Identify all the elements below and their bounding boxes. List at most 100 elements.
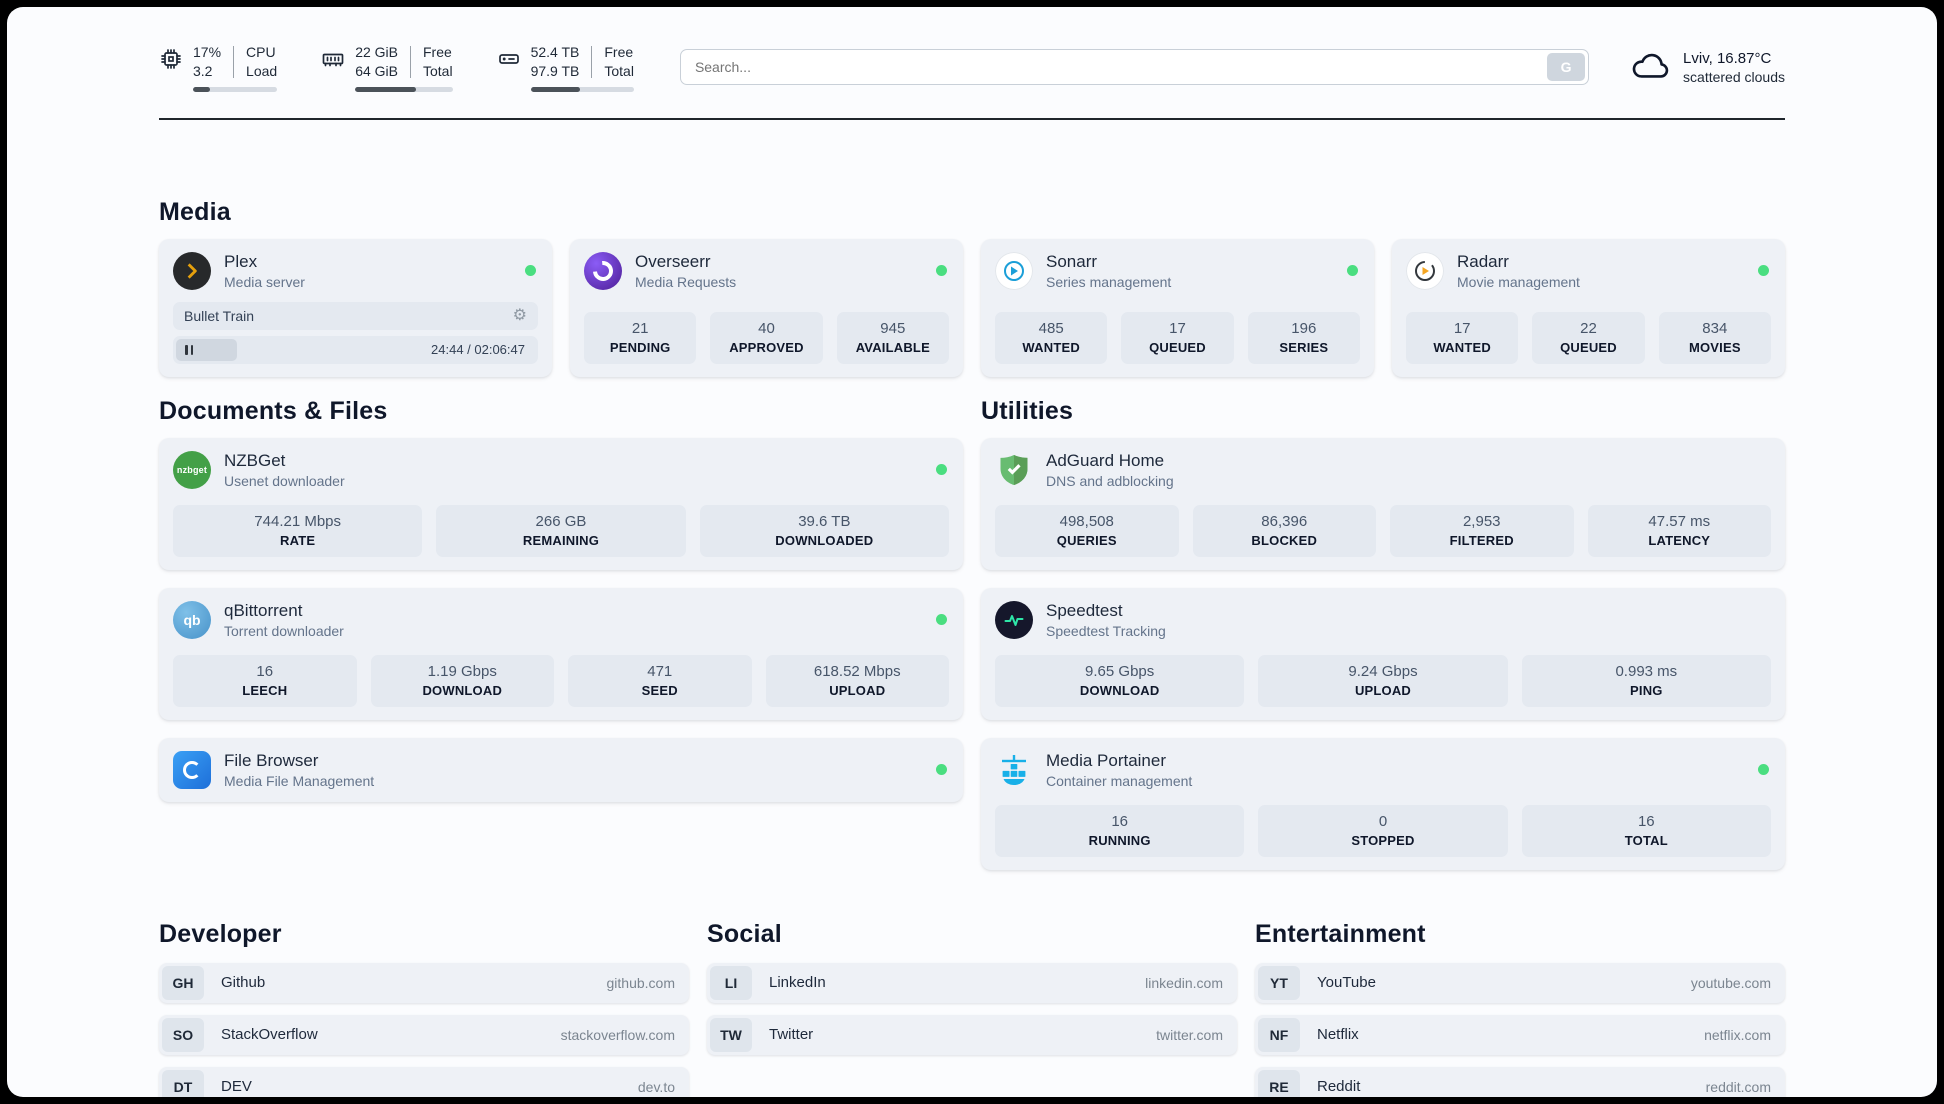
app-card-overseerr[interactable]: Overseerr Media Requests 21 PENDING 40 A… [570, 238, 963, 377]
stat-queued: 22 QUEUED [1532, 311, 1645, 364]
app-card-sonarr[interactable]: Sonarr Series management 485 WANTED 17 Q… [981, 238, 1374, 377]
disk-progress-bar [530, 86, 634, 92]
app-card-portainer[interactable]: Media Portainer Container management 16 … [981, 737, 1785, 870]
disk-values: 52.4 TB 97.9 TB [531, 43, 580, 81]
links-social: Social LI LinkedIn linkedin.com TW Twitt… [707, 920, 1237, 1067]
section-title-media: Media [159, 197, 231, 226]
stat-approved: 40 APPROVED [710, 311, 823, 364]
disk-icon [497, 43, 521, 71]
cpu-percent: 17% [193, 44, 222, 60]
stat-upload: 618.52 Mbps UPLOAD [765, 654, 949, 707]
stat-download: 1.19 Gbps DOWNLOAD [370, 654, 554, 707]
stackoverflow-icon: SO [162, 1017, 204, 1052]
app-subtitle: Usenet downloader [224, 472, 345, 489]
gear-icon[interactable]: ⚙ [512, 306, 527, 324]
bookmark-stackoverflow[interactable]: SO StackOverflow stackoverflow.com [159, 1014, 689, 1055]
youtube-icon: YT [1258, 965, 1300, 1000]
bookmark-reddit[interactable]: RE Reddit reddit.com [1255, 1066, 1785, 1097]
bookmark-linkedin[interactable]: LI LinkedIn linkedin.com [707, 962, 1237, 1003]
metric-divider [591, 45, 593, 78]
speedtest-icon [995, 600, 1033, 639]
pause-button[interactable] [176, 338, 238, 361]
status-dot [936, 763, 947, 775]
stat-wanted: 17 WANTED [1406, 311, 1519, 364]
app-card-nzbget[interactable]: nzbget NZBGet Usenet downloader 744.21 M… [159, 437, 963, 570]
metric-cpu: 17% 3.2 CPU Load [159, 43, 278, 92]
disk-labels: Free Total [604, 44, 634, 79]
ram-free: 22 GiB [355, 44, 398, 60]
bookmark-youtube[interactable]: YT YouTube youtube.com [1255, 962, 1785, 1003]
app-name: File Browser [224, 750, 319, 770]
app-card-speedtest[interactable]: Speedtest Speedtest Tracking 9.65 Gbps D… [981, 587, 1785, 720]
app-card-filebrowser[interactable]: File Browser Media File Management [159, 737, 963, 802]
metric-divider [233, 45, 235, 78]
bookmark-netflix[interactable]: NF Netflix netflix.com [1255, 1014, 1785, 1055]
reddit-icon: RE [1258, 1069, 1300, 1097]
disk-total: 97.9 TB [530, 62, 580, 79]
stat-downloaded: 39.6 TB DOWNLOADED [699, 504, 949, 557]
app-card-adguard[interactable]: AdGuard Home DNS and adblocking 498,508 … [981, 437, 1785, 570]
app-name: Media Portainer [1046, 750, 1167, 770]
metric-divider [410, 45, 411, 78]
cpu-icon [159, 43, 183, 71]
app-subtitle: DNS and adblocking [1046, 472, 1174, 489]
stat-filtered: 2,953 FILTERED [1390, 504, 1574, 557]
app-subtitle: Speedtest Tracking [1046, 622, 1166, 639]
github-icon: GH [162, 965, 204, 1000]
stat-download: 9.65 Gbps DOWNLOAD [995, 654, 1245, 707]
ram-total: 64 GiB [355, 62, 398, 79]
app-card-radarr[interactable]: Radarr Movie management 17 WANTED 22 QUE… [1392, 238, 1785, 377]
section-title-utilities: Utilities [981, 396, 1074, 425]
app-subtitle: Media File Management [224, 772, 375, 789]
plex-icon [173, 251, 211, 290]
app-subtitle: Series management [1046, 273, 1172, 290]
bookmark-twitter[interactable]: TW Twitter twitter.com [707, 1014, 1237, 1055]
filebrowser-icon [173, 750, 211, 789]
stat-pending: 21 PENDING [584, 311, 697, 364]
dev-icon: DT [162, 1069, 204, 1097]
app-subtitle: Torrent downloader [224, 622, 344, 639]
section-title-social: Social [707, 919, 782, 948]
app-subtitle: Media Requests [635, 273, 737, 290]
stat-series: 196 SERIES [1247, 311, 1360, 364]
stat-remaining: 266 GB REMAINING [436, 504, 686, 557]
ram-progress-bar [355, 86, 453, 92]
now-playing-title: Bullet Train [184, 307, 255, 324]
stat-rate: 744.21 Mbps RATE [173, 504, 423, 557]
app-name: NZBGet [224, 450, 286, 470]
bookmark-dev[interactable]: DT DEV dev.to [159, 1066, 689, 1097]
status-dot [936, 264, 947, 276]
header-divider [159, 117, 1785, 120]
stat-seed: 471 SEED [568, 654, 752, 707]
cpu-labels: CPU Load [246, 44, 278, 79]
radarr-icon [1406, 251, 1444, 290]
twitter-icon: TW [710, 1017, 752, 1052]
status-dot [936, 613, 947, 625]
portainer-icon [995, 751, 1033, 789]
dashboard-page: 17% 3.2 CPU Load [7, 7, 1937, 1097]
status-dot [1758, 264, 1769, 276]
stat-wanted: 485 WANTED [995, 311, 1108, 364]
stat-available: 945 AVAILABLE [836, 311, 949, 364]
ram-values: 22 GiB 64 GiB [355, 43, 398, 81]
app-card-plex[interactable]: Plex Media server Bullet Train ⚙ 24:44 /… [159, 238, 552, 377]
metric-ram: 22 GiB 64 GiB Free Total [321, 43, 453, 92]
disk-free: 52.4 TB [530, 44, 580, 60]
search-engine-button[interactable]: G [1547, 53, 1586, 82]
app-card-qbittorrent[interactable]: qb qBittorrent Torrent downloader 16 LEE… [159, 587, 963, 720]
weather-location: Lviv, 16.87°C [1683, 49, 1772, 67]
weather-widget[interactable]: Lviv, 16.87°C scattered clouds [1629, 44, 1785, 91]
topbar: 17% 3.2 CPU Load [159, 43, 1785, 92]
search-input[interactable] [679, 49, 1590, 86]
stat-movies: 834 MOVIES [1658, 311, 1771, 364]
qbittorrent-icon: qb [173, 600, 211, 639]
section-title-developer: Developer [159, 919, 282, 948]
bookmark-github[interactable]: GH Github github.com [159, 962, 689, 1003]
stat-running: 16 RUNNING [995, 804, 1245, 857]
status-dot [936, 463, 947, 475]
stat-ping: 0.993 ms PING [1521, 654, 1771, 707]
links-entertainment: Entertainment YT YouTube youtube.com NF … [1255, 920, 1785, 1097]
cpu-values: 17% 3.2 [193, 43, 221, 81]
app-name: Speedtest [1046, 600, 1123, 620]
app-subtitle: Media server [224, 273, 305, 290]
